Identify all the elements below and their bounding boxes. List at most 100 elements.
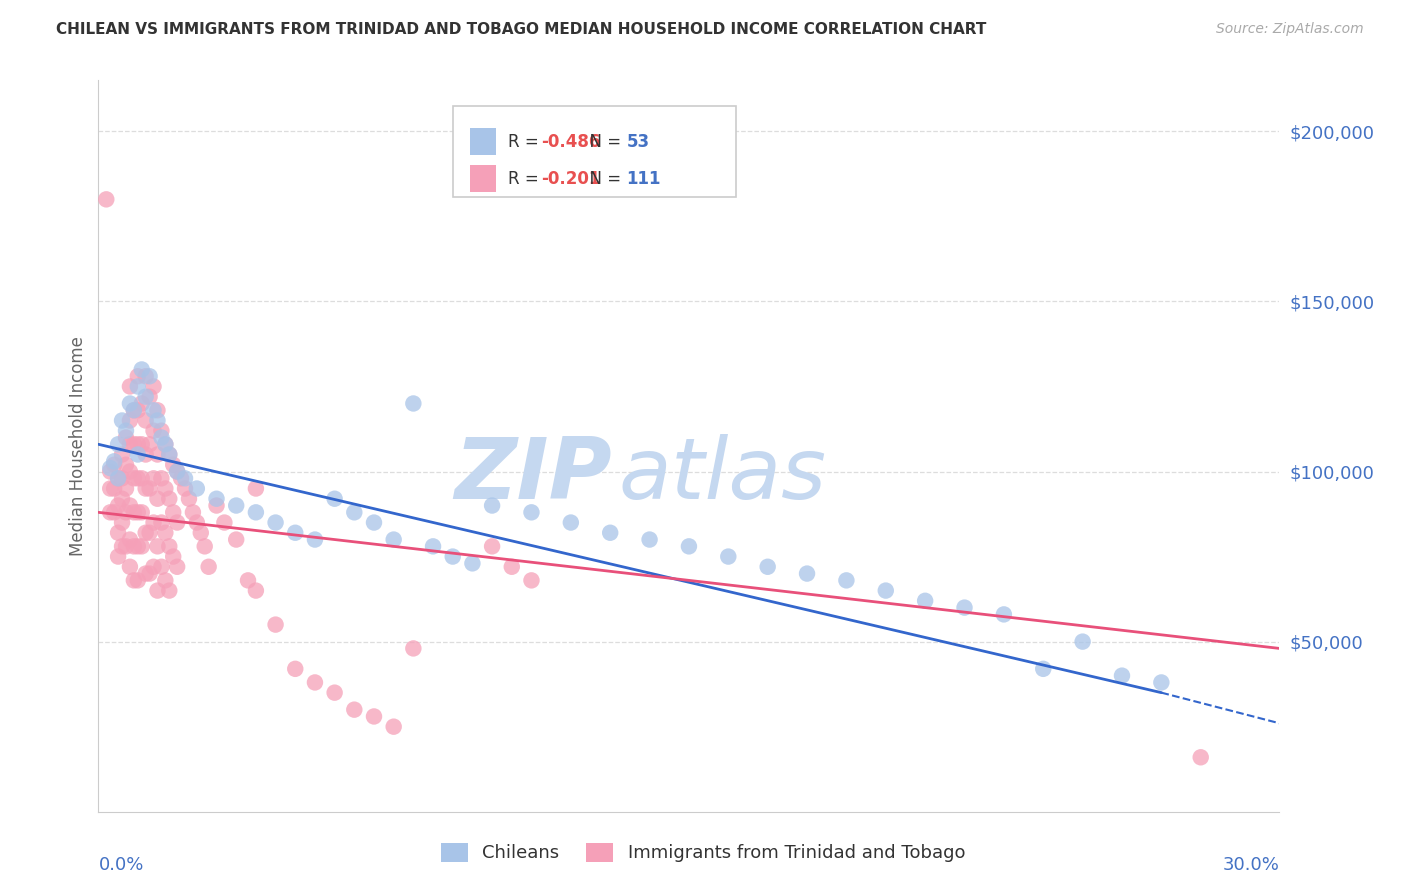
Point (115, 540, 138, 554)
Point (363, 709, 385, 723)
Point (118, 413, 141, 427)
Point (245, 482, 267, 496)
Point (146, 448, 169, 462)
Text: 53: 53 (626, 133, 650, 151)
Point (122, 540, 145, 554)
Point (422, 540, 444, 554)
Point (135, 566, 157, 581)
Point (142, 559, 165, 574)
Point (638, 533, 661, 547)
Text: N =: N = (579, 133, 627, 151)
Legend: Chileans, Immigrants from Trinidad and Tobago: Chileans, Immigrants from Trinidad and T… (433, 836, 973, 870)
Point (225, 533, 247, 547)
Point (599, 525, 621, 540)
Point (142, 516, 165, 530)
Point (155, 482, 177, 496)
Point (115, 430, 138, 444)
Point (127, 379, 149, 393)
Point (115, 458, 138, 472)
Point (138, 369, 160, 384)
Point (146, 491, 169, 506)
Point (118, 559, 141, 574)
Point (1111, 668, 1133, 682)
Point (98, 465, 121, 479)
Point (157, 448, 180, 462)
Point (177, 491, 200, 506)
Point (98, 461, 121, 475)
Point (343, 505, 366, 519)
Point (501, 559, 523, 574)
FancyBboxPatch shape (453, 106, 737, 197)
Point (166, 559, 188, 574)
Point (150, 516, 173, 530)
Point (162, 505, 184, 519)
Point (953, 600, 976, 615)
Text: N =: N = (579, 169, 627, 187)
Point (205, 491, 228, 506)
Point (127, 403, 149, 417)
Text: R =: R = (508, 169, 544, 187)
Text: Source: ZipAtlas.com: Source: ZipAtlas.com (1216, 22, 1364, 37)
Point (914, 594, 936, 608)
Point (402, 641, 425, 656)
Point (127, 437, 149, 451)
Point (1071, 634, 1094, 648)
Point (166, 465, 188, 479)
Point (678, 540, 700, 554)
Point (157, 583, 180, 598)
Point (157, 448, 180, 462)
Point (245, 505, 267, 519)
Point (157, 540, 180, 554)
FancyBboxPatch shape (471, 165, 496, 193)
Point (166, 516, 188, 530)
Point (150, 430, 173, 444)
Point (107, 499, 129, 513)
Text: 0.0%: 0.0% (98, 855, 143, 873)
Point (363, 516, 385, 530)
Point (402, 396, 425, 410)
Point (127, 574, 149, 588)
Point (107, 549, 129, 564)
Point (138, 566, 160, 581)
Point (150, 559, 173, 574)
Point (174, 482, 197, 496)
Point (756, 559, 779, 574)
Point (135, 448, 157, 462)
Point (131, 362, 153, 376)
Point (122, 403, 145, 417)
Point (118, 533, 141, 547)
Text: atlas: atlas (619, 434, 827, 516)
Point (520, 505, 543, 519)
Point (284, 662, 307, 676)
Point (717, 549, 740, 564)
Point (214, 516, 236, 530)
Point (127, 505, 149, 519)
Point (304, 675, 326, 690)
Point (118, 379, 141, 393)
Point (103, 505, 125, 519)
Point (131, 505, 153, 519)
Point (142, 403, 165, 417)
Point (1150, 675, 1173, 690)
Point (115, 505, 138, 519)
Point (1032, 662, 1054, 676)
Point (122, 437, 145, 451)
Point (197, 559, 219, 574)
Point (115, 424, 138, 438)
Point (304, 533, 326, 547)
Point (107, 437, 129, 451)
Point (122, 574, 145, 588)
Point (186, 516, 208, 530)
Point (122, 403, 145, 417)
Point (166, 465, 188, 479)
Point (138, 525, 160, 540)
Point (461, 557, 484, 571)
Point (127, 448, 149, 462)
Point (162, 458, 184, 472)
Point (796, 566, 818, 581)
Point (225, 499, 247, 513)
Point (131, 437, 153, 451)
Point (103, 454, 125, 468)
Point (138, 390, 160, 404)
Text: ZIP: ZIP (454, 434, 612, 516)
